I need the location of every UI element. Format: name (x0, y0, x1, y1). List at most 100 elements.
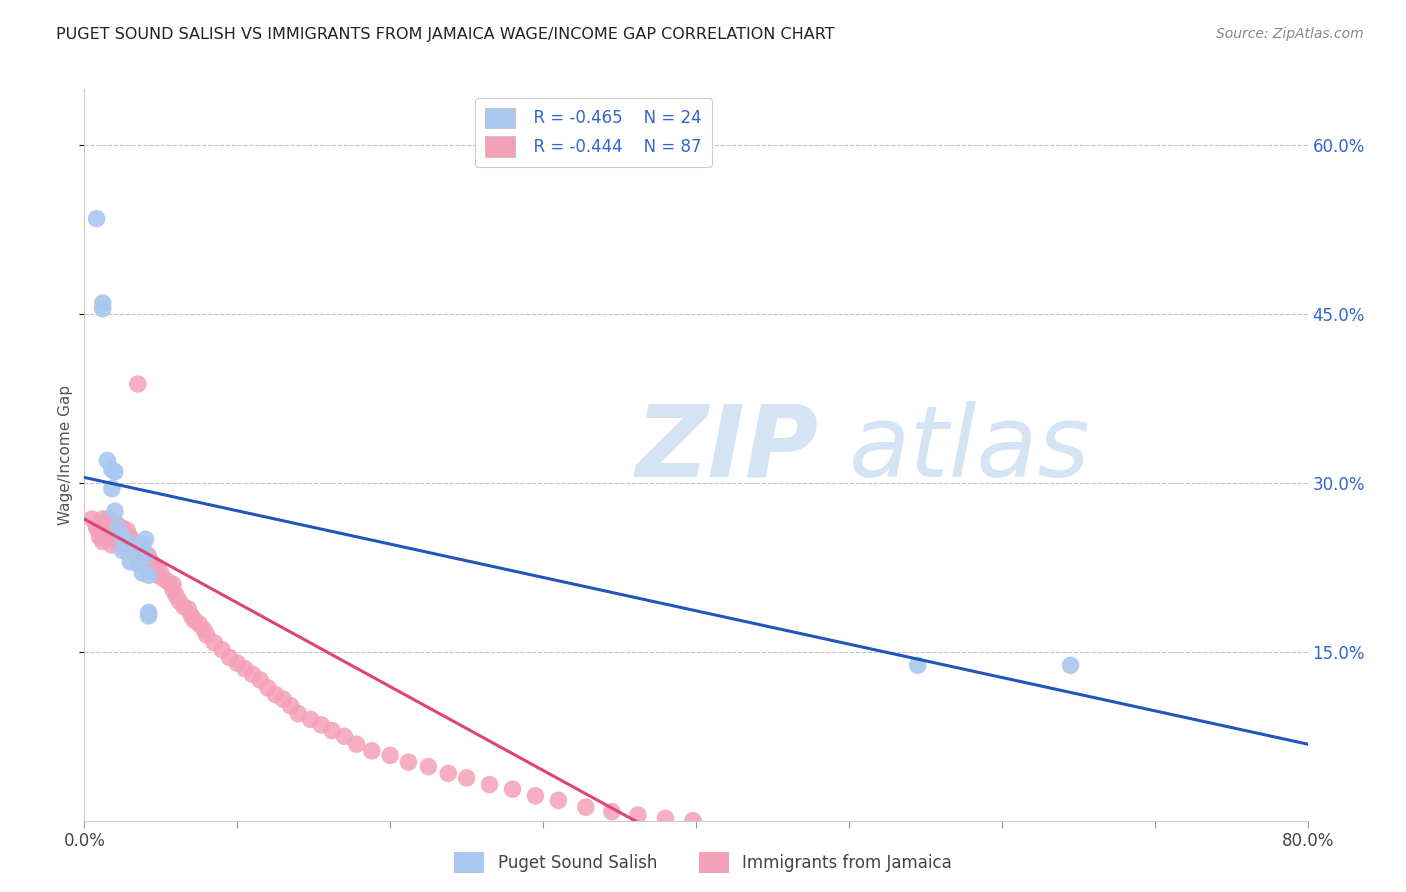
Point (101, 482, 124, 496)
Point (120, 530, 142, 544)
Point (104, 524, 127, 538)
Point (280, 698, 302, 713)
Point (165, 589, 187, 603)
Point (575, 800, 598, 814)
Point (183, 613, 205, 627)
Point (111, 521, 134, 535)
Point (122, 546, 145, 560)
Text: Source: ZipAtlas.com: Source: ZipAtlas.com (1216, 27, 1364, 41)
Point (131, 549, 153, 564)
Point (91, 512, 114, 526)
Point (360, 744, 382, 758)
Point (211, 642, 233, 657)
Point (107, 518, 129, 533)
Point (127, 557, 149, 571)
Point (131, 566, 153, 580)
Y-axis label: Wage/Income Gap: Wage/Income Gap (58, 384, 73, 525)
Point (162, 582, 184, 597)
Point (91, 296, 114, 310)
Point (122, 541, 145, 556)
Point (101, 538, 124, 552)
Point (193, 623, 215, 637)
Point (547, 793, 569, 807)
Point (180, 608, 202, 623)
Point (153, 572, 176, 586)
Point (138, 606, 160, 620)
Point (264, 688, 287, 702)
Point (177, 602, 200, 616)
Point (380, 748, 402, 763)
Point (233, 662, 256, 676)
Point (111, 538, 134, 552)
Point (120, 543, 142, 558)
Point (1059, 658, 1081, 673)
Point (122, 534, 145, 549)
Legend: Puget Sound Salish, Immigrants from Jamaica: Puget Sound Salish, Immigrants from Jama… (447, 846, 959, 880)
Point (456, 771, 478, 785)
Point (96, 512, 118, 526)
Point (107, 521, 129, 535)
Point (149, 566, 172, 580)
Point (86, 211, 108, 226)
Point (138, 549, 160, 564)
Point (101, 521, 124, 535)
Point (135, 546, 157, 560)
Point (142, 557, 165, 571)
Text: PUGET SOUND SALISH VS IMMIGRANTS FROM JAMAICA WAGE/INCOME GAP CORRELATION CHART: PUGET SOUND SALISH VS IMMIGRANTS FROM JA… (56, 27, 835, 42)
Point (96, 453, 118, 467)
Point (104, 504, 127, 518)
Point (173, 599, 195, 614)
Point (115, 533, 138, 547)
Point (115, 524, 138, 538)
Point (502, 782, 524, 797)
Point (218, 650, 240, 665)
Point (89, 530, 111, 544)
Point (138, 608, 160, 623)
Point (627, 808, 650, 822)
Point (96, 524, 118, 538)
Point (321, 723, 343, 738)
Point (91, 534, 114, 549)
Point (138, 568, 160, 582)
Point (111, 543, 134, 558)
Point (146, 560, 169, 574)
Point (242, 667, 264, 681)
Point (271, 692, 294, 706)
Point (107, 526, 129, 541)
Point (524, 789, 547, 803)
Point (135, 555, 157, 569)
Point (101, 462, 124, 476)
Point (188, 616, 211, 631)
Point (127, 538, 149, 552)
Point (299, 712, 322, 726)
Point (226, 656, 249, 670)
Point (167, 594, 190, 608)
Point (682, 814, 704, 828)
Point (257, 681, 280, 695)
Point (311, 718, 333, 732)
Point (131, 538, 153, 552)
Point (120, 555, 142, 569)
Point (146, 568, 169, 582)
Point (115, 534, 138, 549)
Point (195, 628, 218, 642)
Point (104, 465, 127, 479)
Point (135, 549, 157, 564)
Point (115, 541, 138, 556)
Point (418, 759, 440, 773)
Point (162, 577, 184, 591)
Point (287, 706, 309, 721)
Point (127, 377, 149, 392)
Point (907, 658, 929, 673)
Point (91, 521, 114, 535)
Point (107, 534, 129, 549)
Point (437, 766, 460, 780)
Legend:   R = -0.465    N = 24,   R = -0.444    N = 87: R = -0.465 N = 24, R = -0.444 N = 87 (475, 97, 711, 167)
Point (111, 530, 134, 544)
Point (104, 533, 127, 547)
Point (333, 729, 356, 743)
Point (131, 541, 153, 556)
Point (86, 521, 108, 535)
Point (80, 512, 103, 526)
Point (135, 533, 157, 547)
